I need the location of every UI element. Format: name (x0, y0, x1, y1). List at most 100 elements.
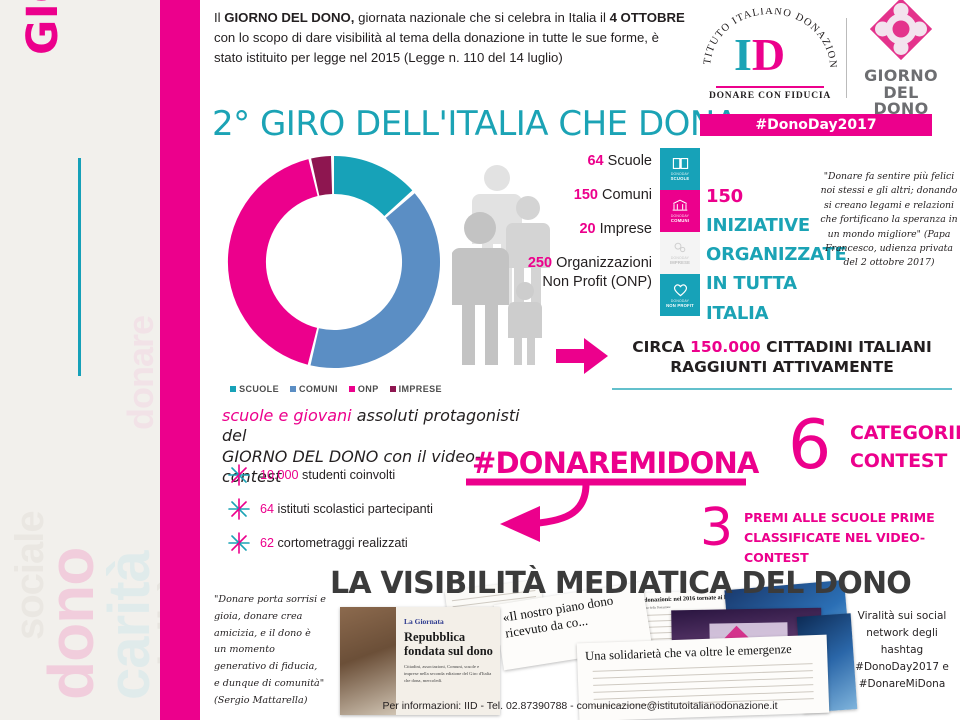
scuole-giovani-line-1: scuole e giovani assoluti protagonisti d… (222, 406, 522, 447)
banner-title-wrap: GIORNO DEL DONO 2017 (18, 0, 68, 55)
legend-item-scuole: SCUOLE (230, 384, 279, 394)
chart-legend: SCUOLE COMUNI ONP IMPRESE (218, 384, 454, 394)
circa-pre: CIRCA (632, 338, 691, 356)
pink-strip (160, 0, 200, 720)
page-headline: 2° GIRO DELL'ITALIA CHE DONA (212, 104, 738, 144)
badge-comuni-small: DONODAY (670, 214, 690, 218)
badge-imprese-label: IMPRESE (669, 260, 691, 265)
papa-francesco-quote: "Donare fa sentire più felici noi stessi… (820, 171, 958, 269)
slice-imprese (311, 156, 333, 196)
stat-row-onp-second-line: Non Profit (ONP) (500, 273, 652, 291)
bullet-number-istituti: 64 (260, 502, 275, 516)
bullet-text-cortometraggi: 62 cortometraggi realizzati (260, 536, 408, 550)
scuole-giovani-block: scuole e giovani assoluti protagonisti d… (222, 406, 522, 488)
categorie-labels: CATEGORIE CONTEST (850, 420, 960, 475)
category-badges: DONODAY SCUOLE DONODAY COMUNI DONODAY IM… (660, 148, 700, 316)
bullet-label-cortometraggi: cortometraggi realizzati (274, 536, 408, 550)
bullet-item-istituti: 64 istituti scolastici partecipanti (228, 492, 498, 526)
iid-letter-d: D (751, 29, 786, 80)
bullet-text-istituti: 64 istituti scolastici partecipanti (260, 502, 433, 516)
banner-title: GIORNO DEL DONO 2017 (18, 0, 68, 55)
circa-line-1: CIRCA 150.000 CITTADINI ITALIANI (608, 338, 956, 358)
badge-scuole-label: SCUOLE (670, 176, 690, 181)
bullet-item-studenti: 10.000 studenti coinvolti (228, 458, 498, 492)
badge-non-profit-small: DONODAY (670, 298, 690, 303)
gears-icon (674, 242, 686, 253)
footer-contact: Per informazioni: IID - Tel. 02.87390788… (382, 700, 778, 712)
logo-row: ISTITUTO ITALIANO DONAZIONE ID DONARE CO… (700, 0, 950, 117)
iniziative-word: INIZIATIVE (706, 215, 810, 237)
diamond-flower-icon (869, 0, 933, 61)
circa-line-2: RAGGIUNTI ATTIVAMENTE (670, 357, 894, 376)
heart-icon (673, 283, 687, 296)
iniziative-block: 150 INIZIATIVE ORGANIZZATE IN TUTTA ITAL… (706, 182, 847, 328)
asterisk-star-icon (228, 532, 250, 554)
badge-scuole: DONODAY SCUOLE (660, 148, 700, 190)
legend-swatch-scuole (230, 386, 237, 392)
mattarella-quote: "Donare porta sorrisi e gioia, donare cr… (214, 594, 326, 706)
logo-block: ISTITUTO ITALIANO DONAZIONE ID DONARE CO… (700, 0, 950, 136)
circa-post: CITTADINI ITALIANI (760, 338, 932, 356)
slice-comuni (310, 193, 441, 369)
clipping-a-body: La Giornata Repubblica fondata sul dono … (396, 607, 500, 715)
legend-swatch-onp (348, 386, 355, 392)
legend-item-comuni: COMUNI (289, 384, 338, 394)
categorie-line-2: CONTEST (850, 449, 948, 472)
gdd-line-1: GIORNO (864, 66, 938, 86)
gdd-line-2: DEL DONO (873, 82, 929, 119)
intro-text-a: Il (214, 10, 225, 25)
clipping-a-kicker: La Giornata (404, 617, 444, 626)
donut-chart (214, 150, 454, 380)
left-vertical-banner: dono carità civiltà sociale donare GIORN… (0, 0, 200, 720)
premi-number: 3 (700, 498, 734, 558)
circa-number: 150.000 (690, 338, 761, 356)
donaremidona-block: #DONAREMIDONA (466, 446, 772, 542)
slice-onp (227, 159, 318, 365)
banner-subtitle-wrap: powered by (96, 0, 110, 60)
book-icon (672, 157, 688, 170)
slice-scuole (334, 155, 413, 216)
premi-line-2: CLASSIFICATE NEL VIDEO-CONTEST (744, 530, 926, 566)
curved-arrow-left-icon (466, 478, 746, 542)
legend-item-imprese: IMPRESE (389, 384, 442, 394)
iniziative-line-3: IN TUTTA ITALIA (706, 273, 797, 324)
intro-paragraph: Il GIORNO DEL DONO, giornata nazionale c… (214, 8, 686, 68)
stat-label-imprese: Imprese (595, 221, 652, 238)
badge-non-profit-label: NON PROFIT (666, 302, 694, 308)
scuole-giovani-rest: assoluti protagonisti del (222, 406, 520, 446)
asterisk-star-icon (228, 464, 250, 486)
bullet-label-studenti: studenti coinvolti (298, 468, 396, 482)
pink-arrow-right-icon (556, 338, 608, 374)
stat-label-comuni: Comuni (598, 187, 652, 204)
badge-comuni: DONODAY COMUNI (660, 190, 700, 232)
logo-divider (846, 18, 847, 98)
viralita-text: Viralità sui social network degli hashta… (855, 610, 949, 690)
premi-labels: PREMI ALLE SCUOLE PRIME CLASSIFICATE NEL… (744, 508, 960, 568)
scuole-giovani-pink: scuole e giovani (222, 406, 352, 425)
intro-text-c: giornata nazionale che si celebra in Ita… (354, 10, 610, 25)
clipping-a-photo (340, 607, 396, 715)
banner-divider-rule (78, 158, 81, 376)
banner-powered-by: powered by (96, 0, 110, 60)
bullet-label-istituti: istituti scolastici partecipanti (274, 502, 433, 516)
clipping-a-headline: Repubblica fondata sul dono (404, 630, 493, 658)
legend-label-imprese: IMPRESE (398, 384, 442, 394)
stats-list: 64 Scuole 150 Comuni 20 Imprese 250 Orga… (500, 152, 652, 291)
premi-line-1: PREMI ALLE SCUOLE PRIME (744, 510, 935, 525)
intro-text-bold-date: 4 OTTOBRE (609, 10, 685, 25)
legend-swatch-imprese (389, 386, 396, 392)
legend-label-scuole: SCUOLE (239, 384, 279, 394)
iid-rule (716, 86, 824, 88)
badge-imprese: DONODAY IMPRESE (660, 232, 700, 274)
iniziative-line-1: 150 INIZIATIVE (706, 182, 836, 240)
people-silhouettes-icon (452, 165, 550, 365)
iid-tagline: DONARE CON FIDUCIA (708, 91, 832, 101)
stat-number-scuole: 64 (587, 153, 604, 169)
stat-label-scuole: Scuole (603, 153, 652, 169)
stat-label-onp-2: Non Profit (ONP) (542, 273, 652, 290)
legend-label-onp: ONP (357, 384, 379, 394)
intro-text-bold-gdd: GIORNO DEL DONO, (224, 10, 355, 25)
banner-org-wrap: ISTITUTO ITALIANO DELLA DONAZIONE (IID) (140, 0, 158, 60)
press-clippings: Ripartono le donazioni: nel 2016 tornate… (330, 579, 870, 720)
stat-number-onp: 250 (527, 255, 553, 272)
